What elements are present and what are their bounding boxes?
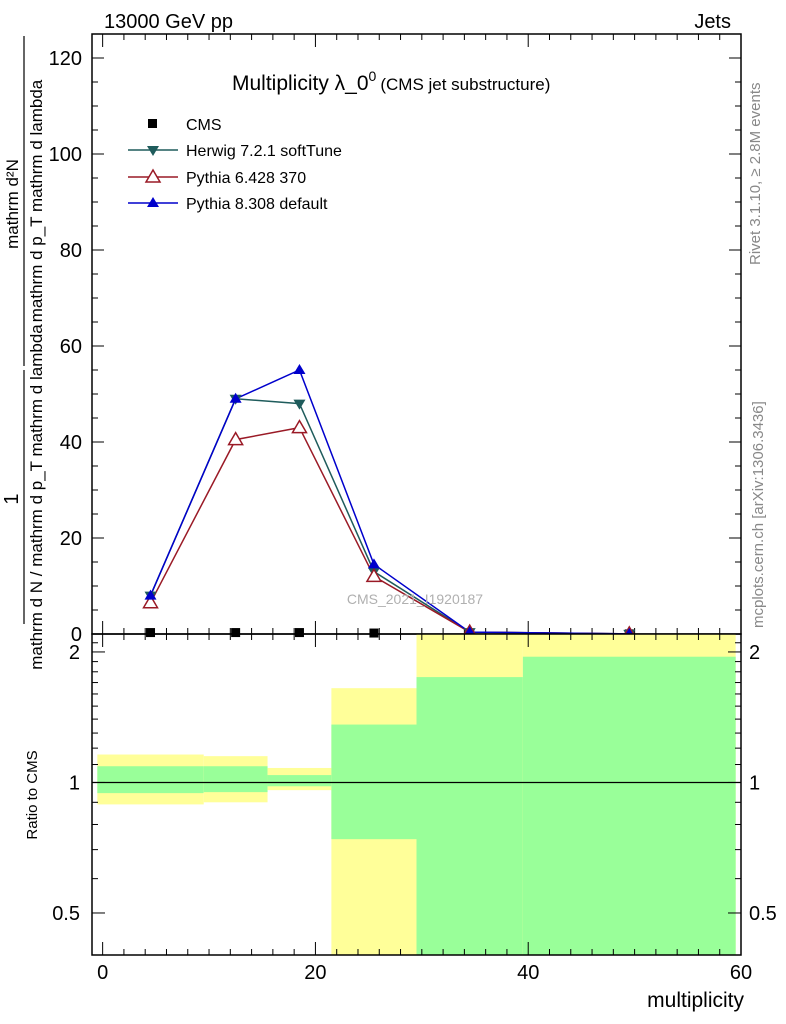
cms-data-point xyxy=(294,628,304,638)
main-y-tick-label: 60 xyxy=(60,336,82,358)
ratio-y-tick-label-right: 2 xyxy=(749,642,760,664)
header-energy: 13000 GeV pp xyxy=(104,11,233,33)
plot-title-main: Multiplicity λ_0 xyxy=(232,72,369,95)
ratio-bands-layer xyxy=(97,634,736,955)
legend: CMS Herwig 7.2.1 softTune Pythia 6.428 3… xyxy=(128,117,342,213)
legend-pythia8-label: Pythia 8.308 default xyxy=(186,196,328,213)
legend-pythia6-marker xyxy=(144,168,162,183)
legend-pythia8-marker xyxy=(147,197,159,207)
ratio-band-green-4 xyxy=(416,677,523,955)
ratio-band-green-5 xyxy=(522,656,736,955)
x-tick-label: 0 xyxy=(97,962,108,984)
cms-data-point xyxy=(146,628,156,638)
main-y-axis-label: 1 mathrm d N / mathrm d p_T mathrm d lam… xyxy=(1,36,46,670)
ratio-y-tick-label-left: 0.5 xyxy=(52,903,80,925)
main-y-tick-label-zero: 0 xyxy=(71,624,82,646)
main-y-tick-label: 120 xyxy=(49,48,82,70)
x-tick-label: 40 xyxy=(517,962,539,984)
main-y-tick-label: 80 xyxy=(60,240,82,262)
ylabel-deriv-num: mathrm d²N xyxy=(3,159,22,249)
mcplots-label: mcplots.cern.ch [arXiv:1306.3436] xyxy=(750,401,767,628)
legend-entry-pythia8: Pythia 8.308 default xyxy=(128,196,328,213)
series-line-3 xyxy=(149,368,630,635)
header-category: Jets xyxy=(694,11,731,33)
ratio-plot: 0.5 0.5 1 1 2 2 xyxy=(52,633,777,956)
main-y-tick-label: 100 xyxy=(49,144,82,166)
legend-entry-herwig: Herwig 7.2.1 softTune xyxy=(128,143,342,160)
ratio-plot-frame xyxy=(91,633,742,956)
legend-herwig-label: Herwig 7.2.1 softTune xyxy=(186,143,342,160)
legend-entry-cms: CMS xyxy=(148,117,222,134)
main-y-tick-label: 20 xyxy=(60,528,82,550)
plot-title: Multiplicity λ_00 (CMS jet substructure) xyxy=(232,68,550,95)
pythia6-marker xyxy=(142,594,159,609)
ratio-axis-ticks: 0.5 0.5 1 1 2 2 xyxy=(52,634,777,955)
pythia8-marker xyxy=(367,558,380,569)
main-axis-ticks: 20 40 60 80 100 120 0 xyxy=(49,34,742,646)
legend-pythia6-label: Pythia 6.428 370 xyxy=(186,170,306,187)
pythia8-marker xyxy=(144,589,157,600)
ylabel-frac-den: mathrm d N / mathrm d p_T mathrm d lambd… xyxy=(27,324,46,670)
legend-cms-marker xyxy=(148,119,157,128)
herwig-marker xyxy=(293,399,306,410)
pythia6-marker xyxy=(365,567,383,583)
main-y-tick-label: 40 xyxy=(60,432,82,454)
x-tick-label: 60 xyxy=(730,962,752,984)
ratio-band-green-0 xyxy=(97,766,204,794)
rivet-version-label: Rivet 3.1.10, ≥ 2.8M events xyxy=(747,83,764,266)
x-axis-label: multiplicity xyxy=(647,989,744,1012)
ratio-y-tick-label-right: 0.5 xyxy=(749,903,777,925)
cms-data-point xyxy=(231,628,241,638)
plot-title-superscript: 0 xyxy=(369,68,377,84)
legend-cms-label: CMS xyxy=(186,117,222,134)
cms-data-point xyxy=(369,628,379,638)
legend-herwig-marker xyxy=(147,146,159,156)
ratio-band-green-3 xyxy=(331,724,417,840)
ratio-y-tick-label-left: 2 xyxy=(69,642,80,664)
pythia8-marker xyxy=(293,364,306,374)
pythia6-marker xyxy=(291,419,308,434)
ratio-y-axis-label: Ratio to CMS xyxy=(24,750,41,839)
ratio-y-tick-label-left: 1 xyxy=(69,772,80,794)
x-axis-tick-labels: 0 20 40 60 xyxy=(97,962,752,984)
analysis-watermark: CMS_2021_I1920187 xyxy=(347,591,483,607)
ratio-y-tick-label-right: 1 xyxy=(749,772,760,794)
ratio-band-green-1 xyxy=(203,766,268,793)
x-tick-label: 20 xyxy=(304,962,326,984)
legend-entry-pythia6: Pythia 6.428 370 xyxy=(128,168,306,187)
ylabel-deriv-den: mathrm d p_T mathrm d lambda xyxy=(27,79,46,322)
pythia8-marker xyxy=(229,392,242,403)
ylabel-frac-num: 1 xyxy=(1,493,23,504)
plot-title-sub: (CMS jet substructure) xyxy=(380,75,550,94)
pythia6-marker xyxy=(227,431,244,446)
ratio-band-green-2 xyxy=(267,775,332,787)
